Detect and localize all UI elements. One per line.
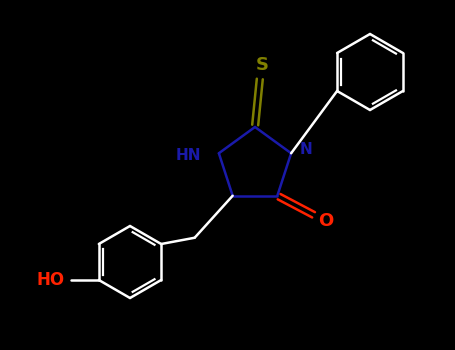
Text: HN: HN — [175, 148, 201, 163]
Text: O: O — [318, 212, 333, 230]
Text: HO: HO — [37, 271, 65, 289]
Text: N: N — [299, 142, 312, 157]
Text: S: S — [256, 56, 268, 74]
